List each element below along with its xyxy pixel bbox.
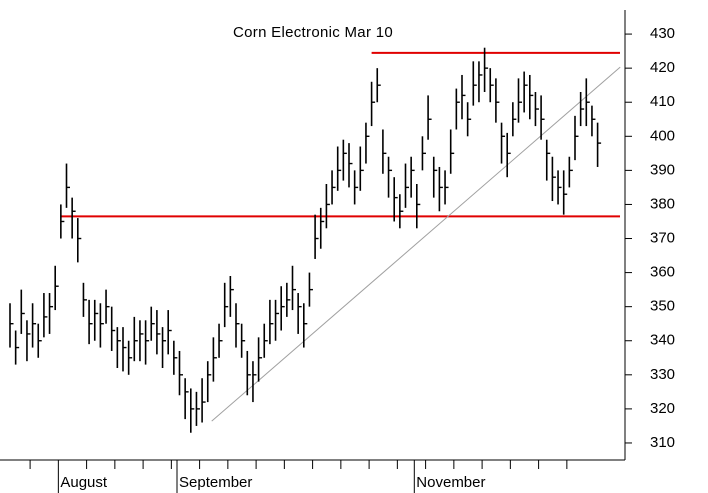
y-tick-label: 360: [650, 264, 675, 281]
y-tick-label: 350: [650, 298, 675, 315]
y-tick-label: 400: [650, 127, 675, 144]
y-tick-label: 410: [650, 93, 675, 110]
y-tick-label: 390: [650, 161, 675, 178]
trend-line: [211, 66, 621, 422]
y-tick-label: 380: [650, 195, 675, 212]
chart-title: Corn Electronic Mar 10: [233, 24, 393, 41]
y-tick-label: 330: [650, 366, 675, 383]
x-tick-label: August: [60, 474, 108, 491]
x-tick-label: September: [179, 474, 252, 491]
y-tick-label: 430: [650, 25, 675, 42]
y-tick-label: 320: [650, 400, 675, 417]
y-tick-label: 370: [650, 229, 675, 246]
y-tick-label: 310: [650, 434, 675, 451]
x-tick-label: November: [416, 474, 485, 491]
y-tick-label: 340: [650, 332, 675, 349]
y-tick-label: 420: [650, 59, 675, 76]
